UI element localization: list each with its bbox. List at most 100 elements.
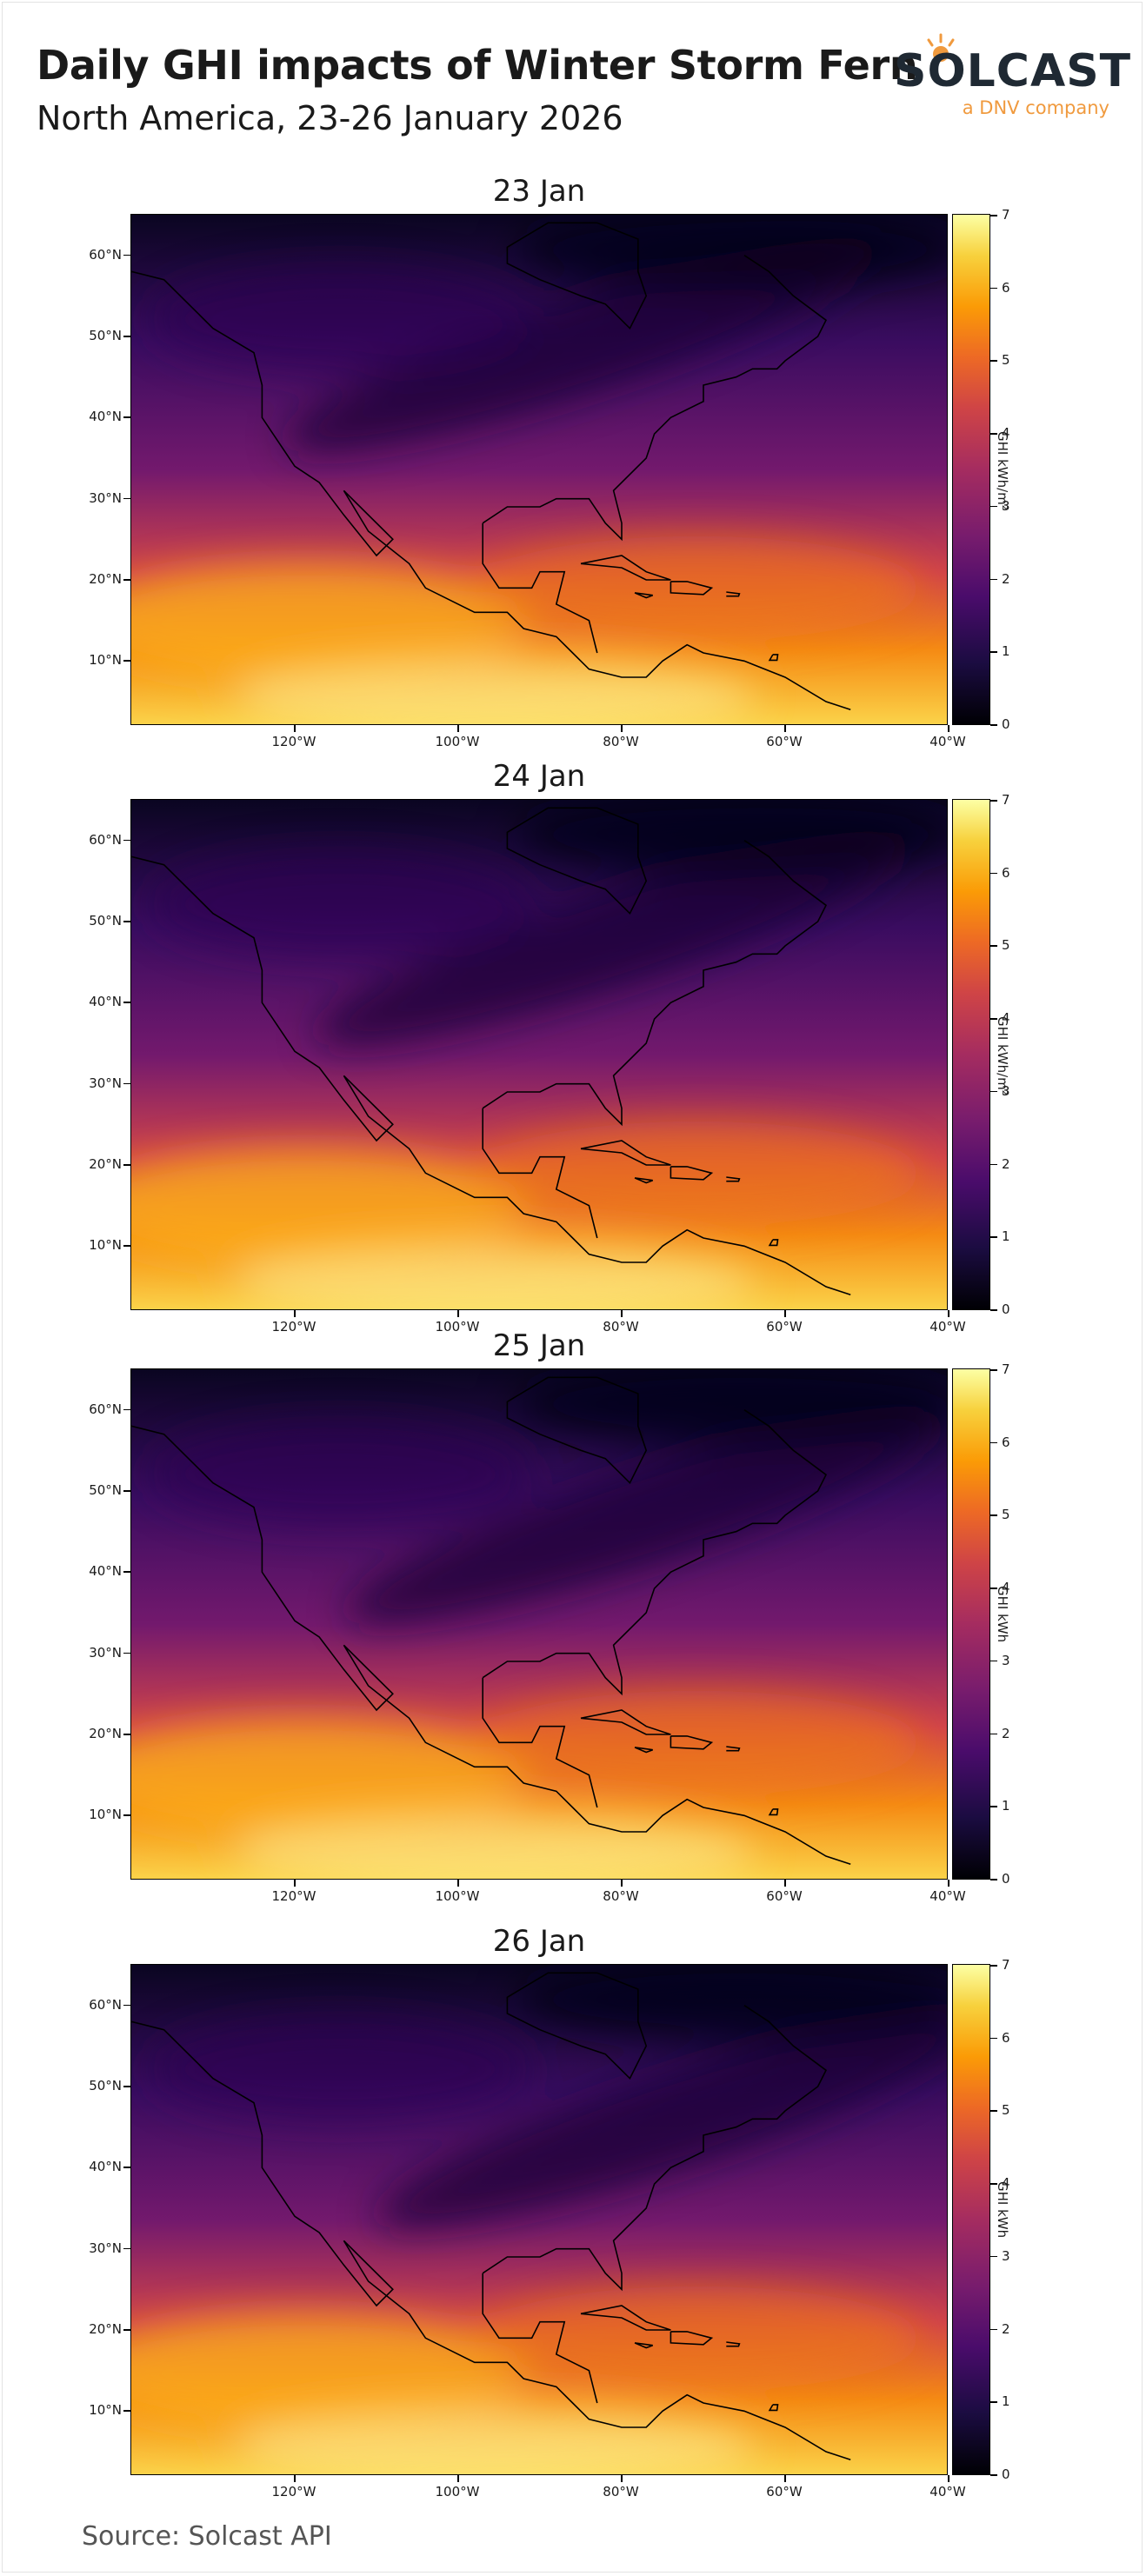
lat-tick bbox=[123, 1408, 130, 1411]
island-outline bbox=[768, 2404, 779, 2412]
colorbar-tick-label: 4 bbox=[1002, 1010, 1010, 1027]
lat-label: 40°N bbox=[89, 1563, 122, 1580]
lat-tick bbox=[123, 2004, 130, 2007]
lon-label: 80°W bbox=[603, 1319, 639, 1335]
lat-label: 20°N bbox=[89, 571, 122, 587]
page-subtitle: North America, 23-26 January 2026 bbox=[37, 99, 623, 137]
colorbar-tick-label: 4 bbox=[1002, 2175, 1010, 2192]
lat-tick bbox=[123, 416, 130, 418]
lon-label: 80°W bbox=[603, 2484, 639, 2499]
coastline bbox=[506, 807, 648, 915]
island-outline bbox=[726, 2341, 741, 2347]
page-title: Daily GHI impacts of Winter Storm Fern bbox=[37, 42, 918, 89]
coastline bbox=[482, 2273, 598, 2404]
lat-label: 60°N bbox=[89, 831, 122, 848]
colorbar-tick bbox=[990, 2037, 997, 2040]
colorbar-tick-label: 4 bbox=[1002, 425, 1010, 442]
colorbar-title: GHI kWh bbox=[995, 2181, 1010, 2239]
colorbar bbox=[952, 1368, 990, 1880]
lat-label: 20°N bbox=[89, 1156, 122, 1172]
lon-tick bbox=[621, 2475, 623, 2482]
island-outline bbox=[580, 1140, 671, 1166]
lon-label: 80°W bbox=[603, 734, 639, 749]
colorbar-tick-label: 4 bbox=[1002, 1580, 1010, 1596]
lat-label: 40°N bbox=[89, 994, 122, 1010]
lat-tick bbox=[123, 1490, 130, 1492]
lat-label: 50°N bbox=[89, 2078, 122, 2093]
coastline bbox=[482, 1409, 828, 1696]
colorbar-tick bbox=[990, 1369, 997, 1371]
lon-tick bbox=[948, 725, 949, 732]
lat-label: 10°N bbox=[89, 652, 122, 669]
colorbar-tick-label: 5 bbox=[1002, 1507, 1010, 1523]
colorbar-tick bbox=[990, 945, 997, 947]
lon-tick bbox=[784, 1880, 786, 1887]
colorbar-tick-label: 7 bbox=[1002, 1361, 1010, 1377]
colorbar-tick bbox=[990, 1588, 997, 1589]
colorbar-tick bbox=[990, 2401, 997, 2403]
colorbar-tick-label: 2 bbox=[1002, 1155, 1010, 1172]
panel-title: 23 Jan bbox=[492, 174, 586, 209]
colorbar-tick-label: 1 bbox=[1002, 1798, 1010, 1814]
island-outline bbox=[580, 2305, 671, 2331]
ghi-map-svg bbox=[131, 215, 947, 724]
island-outline bbox=[670, 581, 714, 596]
lat-label: 30°N bbox=[89, 2240, 122, 2256]
colorbar-tick bbox=[990, 1806, 997, 1807]
ghi-map bbox=[130, 1368, 948, 1880]
colorbar-title: GHI kWh/m² bbox=[995, 431, 1010, 510]
lon-tick bbox=[294, 725, 296, 732]
colorbar-tick bbox=[990, 1090, 997, 1093]
lon-tick bbox=[621, 725, 623, 732]
coastline bbox=[482, 523, 598, 654]
colorbar-tick bbox=[990, 360, 997, 362]
lon-label: 40°W bbox=[929, 1888, 966, 1904]
island-outline bbox=[726, 591, 741, 597]
island-outline bbox=[580, 1709, 671, 1735]
lat-tick bbox=[123, 1002, 130, 1003]
colorbar-tick-label: 7 bbox=[1002, 792, 1010, 808]
colorbar-tick-label: 6 bbox=[1002, 1434, 1010, 1450]
lon-tick bbox=[948, 1310, 949, 1317]
colorbar-tick bbox=[990, 1965, 997, 1967]
colorbar-tick bbox=[990, 1879, 997, 1880]
lat-tick bbox=[123, 1164, 130, 1166]
coastline bbox=[482, 1108, 598, 1239]
coastline bbox=[131, 1425, 851, 1866]
lat-tick bbox=[123, 660, 130, 662]
colorbar-tick-label: 0 bbox=[1002, 716, 1010, 732]
colorbar-title: GHI kWh/m² bbox=[995, 1016, 1010, 1095]
lat-tick bbox=[123, 1571, 130, 1573]
lat-label: 30°N bbox=[89, 489, 122, 506]
lat-label: 50°N bbox=[89, 913, 122, 929]
lon-tick bbox=[621, 1880, 623, 1887]
colorbar-tick bbox=[990, 2328, 997, 2331]
lon-label: 100°W bbox=[435, 734, 480, 749]
lon-tick bbox=[457, 1310, 459, 1317]
colorbar-tick bbox=[990, 1514, 997, 1516]
lat-label: 10°N bbox=[89, 1807, 122, 1823]
lat-label: 40°N bbox=[89, 409, 122, 425]
lat-label: 60°N bbox=[89, 1996, 122, 2013]
lon-tick bbox=[784, 1310, 786, 1317]
lat-tick bbox=[123, 1652, 130, 1654]
lat-tick bbox=[123, 579, 130, 581]
lat-tick bbox=[123, 2086, 130, 2087]
lat-label: 40°N bbox=[89, 2159, 122, 2175]
lon-tick bbox=[948, 1880, 949, 1887]
colorbar-tick bbox=[990, 1660, 997, 1662]
lon-tick bbox=[457, 725, 459, 732]
colorbar-tick-label: 5 bbox=[1002, 2102, 1010, 2119]
island-outline bbox=[670, 1735, 714, 1750]
lat-tick bbox=[123, 2329, 130, 2331]
lon-label: 60°W bbox=[766, 2484, 803, 2499]
lat-tick bbox=[123, 254, 130, 256]
colorbar-tick-label: 3 bbox=[1002, 1652, 1010, 1668]
lat-label: 10°N bbox=[89, 2402, 122, 2419]
coastline bbox=[131, 270, 851, 711]
lon-label: 120°W bbox=[271, 734, 316, 749]
lat-label: 30°N bbox=[89, 1644, 122, 1661]
island-outline bbox=[634, 1177, 653, 1184]
lon-label: 100°W bbox=[435, 2484, 480, 2499]
colorbar-tick bbox=[990, 800, 997, 802]
